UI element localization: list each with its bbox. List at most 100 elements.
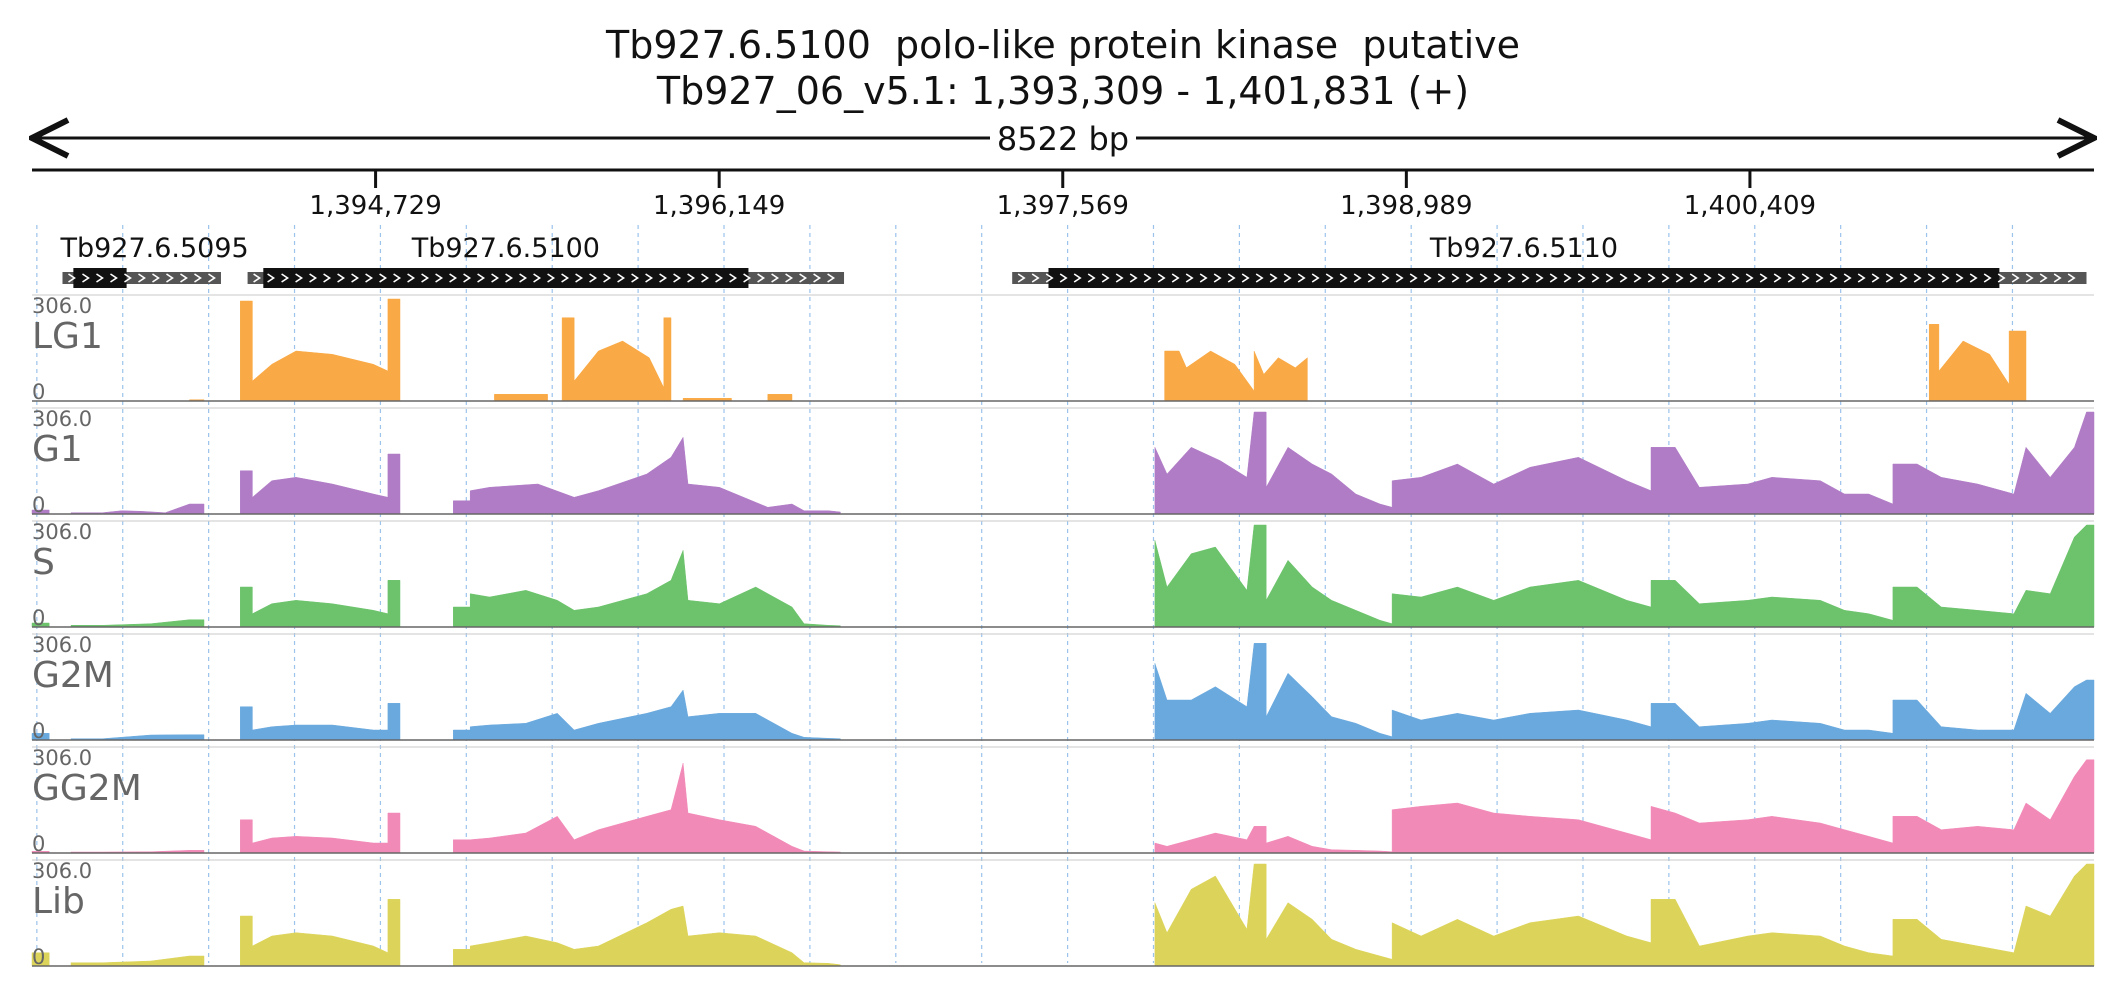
track-max-label: 306.0 — [32, 407, 92, 431]
strand-chevron-icon — [1913, 273, 1922, 283]
strand-chevron-icon — [1843, 273, 1852, 283]
strand-chevron-icon — [1829, 273, 1838, 283]
track-g1: 306.0 0 G1 — [31, 407, 2095, 517]
strand-chevron-icon — [715, 273, 724, 283]
strand-chevron-icon — [1073, 273, 1082, 283]
strand-chevron-icon — [757, 273, 766, 283]
track-s: 306.0 0 S — [31, 520, 2095, 630]
strand-chevron-icon — [1031, 273, 1040, 283]
strand-chevron-icon — [1563, 273, 1572, 283]
strand-chevron-icon — [477, 273, 486, 283]
coverage-area — [31, 524, 2095, 628]
strand-chevron-icon — [491, 273, 500, 283]
track-g2m: 306.0 0 G2M — [31, 633, 2095, 743]
strand-chevron-icon — [1983, 273, 1992, 283]
track-min-label: 0 — [32, 380, 45, 404]
strand-chevron-icon — [407, 273, 416, 283]
axis-tick-label: 1,394,729 — [309, 191, 441, 221]
strand-chevron-icon — [1815, 273, 1824, 283]
strand-chevron-icon — [1899, 273, 1908, 283]
coverage-tracks: 306.00LG1306.00G1306.00S306.00G2M306.00G… — [31, 294, 2095, 969]
track-name: G1 — [32, 429, 83, 470]
strand-chevron-icon — [1479, 273, 1488, 283]
track-max-label: 306.0 — [32, 859, 92, 883]
strand-chevron-icon — [1395, 273, 1404, 283]
track-lg1: 306.0 0 LG1 — [32, 294, 2094, 404]
strand-chevron-icon — [1115, 273, 1124, 283]
strand-chevron-icon — [1885, 273, 1894, 283]
track-min-label: 0 — [32, 493, 45, 517]
strand-chevron-icon — [1185, 273, 1194, 283]
strand-chevron-icon — [1325, 273, 1334, 283]
strand-chevron-icon — [2039, 273, 2048, 283]
strand-chevron-icon — [1367, 273, 1376, 283]
track-max-label: 306.0 — [32, 294, 92, 318]
strand-chevron-icon — [1801, 273, 1810, 283]
strand-chevron-icon — [561, 273, 570, 283]
strand-chevron-icon — [673, 273, 682, 283]
strand-chevron-icon — [281, 273, 290, 283]
track-name: G2M — [32, 655, 114, 696]
track-max-label: 306.0 — [32, 633, 92, 657]
strand-chevron-icon — [309, 273, 318, 283]
gene-Tb927.6.5100[interactable]: Tb927.6.5100 — [247, 233, 845, 288]
strand-chevron-icon — [505, 273, 514, 283]
strand-chevron-icon — [631, 273, 640, 283]
strand-chevron-icon — [771, 273, 780, 283]
strand-chevron-icon — [267, 273, 276, 283]
strand-chevron-icon — [194, 273, 202, 283]
strand-chevron-icon — [1717, 273, 1726, 283]
track-min-label: 0 — [32, 719, 45, 743]
strand-chevron-icon — [659, 273, 668, 283]
strand-chevron-icon — [435, 273, 444, 283]
strand-chevron-icon — [547, 273, 556, 283]
track-name: GG2M — [32, 768, 142, 809]
title-block: Tb927.6.5100 polo-like protein kinase pu… — [0, 22, 2126, 114]
strand-chevron-icon — [1283, 273, 1292, 283]
strand-chevron-icon — [687, 273, 696, 283]
strand-chevron-icon — [124, 273, 132, 283]
strand-chevron-icon — [1451, 273, 1460, 283]
strand-chevron-icon — [1507, 273, 1516, 283]
strand-chevron-icon — [1171, 273, 1180, 283]
strand-chevron-icon — [96, 273, 104, 283]
strand-chevron-icon — [603, 273, 612, 283]
strand-chevron-icon — [2025, 273, 2034, 283]
strand-chevron-icon — [295, 273, 304, 283]
axis-tick-label: 1,398,989 — [1340, 191, 1472, 221]
strand-chevron-icon — [1045, 273, 1054, 283]
strand-chevron-icon — [813, 273, 822, 283]
strand-chevron-icon — [1857, 273, 1866, 283]
gene-label: Tb927.6.5110 — [1429, 233, 1618, 264]
gene-Tb927.6.5095[interactable]: Tb927.6.5095 — [59, 233, 249, 288]
strand-chevron-icon — [2053, 273, 2062, 283]
strand-chevron-icon — [1493, 273, 1502, 283]
strand-chevron-icon — [1675, 273, 1684, 283]
strand-chevron-icon — [337, 273, 346, 283]
strand-chevron-icon — [1661, 273, 1670, 283]
strand-chevron-icon — [152, 273, 160, 283]
strand-chevron-icon — [575, 273, 584, 283]
strand-chevron-icon — [1633, 273, 1642, 283]
gene-Tb927.6.5110[interactable]: Tb927.6.5110 — [1012, 233, 2087, 288]
strand-chevron-icon — [166, 273, 174, 283]
strand-chevron-icon — [208, 273, 216, 283]
strand-chevron-icon — [1619, 273, 1628, 283]
strand-chevron-icon — [785, 273, 794, 283]
strand-chevron-icon — [617, 273, 626, 283]
coverage-area — [31, 643, 2095, 741]
strand-chevron-icon — [1759, 273, 1768, 283]
strand-chevron-icon — [1927, 273, 1936, 283]
strand-chevron-icon — [1087, 273, 1096, 283]
strand-chevron-icon — [743, 273, 752, 283]
strand-chevron-icon — [1997, 273, 2006, 283]
strand-chevron-icon — [1311, 273, 1320, 283]
strand-chevron-icon — [379, 273, 388, 283]
strand-chevron-icon — [1381, 273, 1390, 283]
strand-chevron-icon — [701, 273, 710, 283]
strand-chevron-icon — [1353, 273, 1362, 283]
strand-chevron-icon — [1269, 273, 1278, 283]
coverage-area — [31, 411, 2095, 515]
strand-chevron-icon — [1605, 273, 1614, 283]
